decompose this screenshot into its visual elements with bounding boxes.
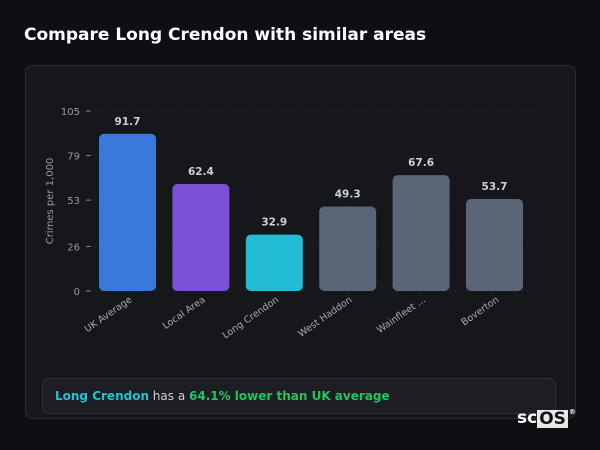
y-axis-label: Crimes per 1,000 xyxy=(45,158,56,245)
summary-text: has a xyxy=(148,389,189,403)
bar xyxy=(99,133,156,291)
x-tick-label: Wainfleet ... xyxy=(375,294,428,336)
comparison-summary: Long Crendon has a 64.1% lower than UK a… xyxy=(42,378,556,414)
bar-value-label: 91.7 xyxy=(115,116,141,128)
bar xyxy=(172,184,230,291)
area-name: Long Crendon xyxy=(55,389,149,403)
x-tick-label: UK Average xyxy=(83,294,135,335)
bar xyxy=(466,198,523,291)
bar xyxy=(245,234,303,291)
summary-highlight: 64.1% lower than UK average xyxy=(189,389,390,403)
x-tick-label: Local Area xyxy=(161,294,208,331)
page-title: Compare Long Crendon with similar areas xyxy=(24,25,427,45)
x-tick-label: Long Crendon xyxy=(221,294,281,341)
y-tick-label: 53 xyxy=(67,196,80,207)
x-tick-label: West Haddon xyxy=(296,294,354,339)
bar xyxy=(319,206,377,291)
bar-value-label: 53.7 xyxy=(482,181,508,193)
scos-logo: sc OS ® xyxy=(517,408,576,429)
bar-value-label: 49.3 xyxy=(335,188,361,200)
x-tick-label: Boverton xyxy=(459,294,501,328)
y-tick-label: 105 xyxy=(61,107,80,118)
bar-value-label: 62.4 xyxy=(188,166,214,178)
bar-value-label: 32.9 xyxy=(261,217,287,229)
y-tick-label: 0 xyxy=(74,287,80,298)
bar-value-label: 67.6 xyxy=(408,157,434,169)
y-tick-label: 79 xyxy=(67,152,80,163)
y-tick-label: 26 xyxy=(67,242,80,253)
bar xyxy=(392,175,450,291)
